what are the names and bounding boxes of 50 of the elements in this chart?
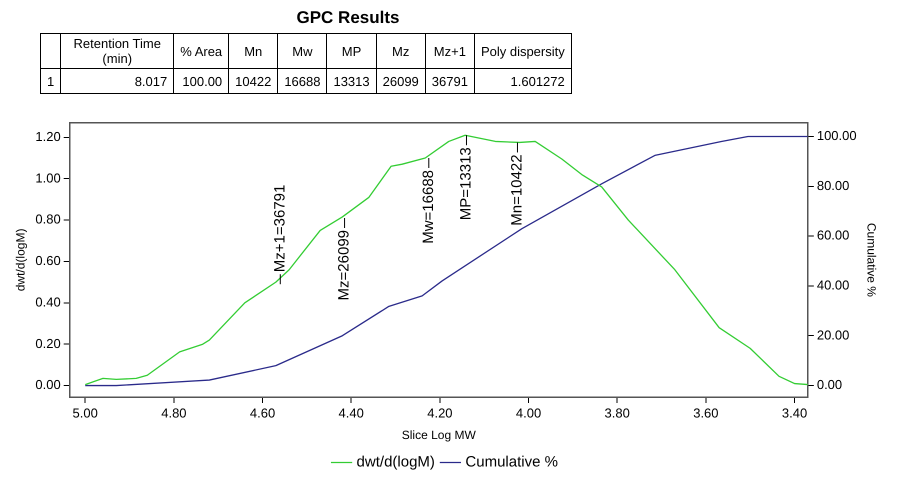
y-tick-label: 0.80 — [35, 212, 61, 227]
annotation: Mw=16688 — [420, 170, 437, 244]
x-tick-label: 4.40 — [338, 405, 364, 420]
text: 36791 — [425, 68, 474, 94]
y-tick-label: 0.00 — [35, 377, 61, 392]
text: Mz+1 — [425, 34, 474, 68]
y2-tick-label: 60.00 — [816, 228, 850, 243]
x-tick-label: 3.60 — [693, 405, 719, 420]
text: MP — [326, 34, 376, 68]
text: Poly dispersity — [474, 34, 572, 68]
x-tick-label: 3.40 — [782, 405, 808, 420]
legend-label: Cumulative % — [465, 454, 558, 471]
y2-tick-label: 20.00 — [816, 327, 850, 342]
chart-title: GPC Results — [296, 8, 400, 28]
y-tick-label: 1.20 — [35, 128, 61, 144]
y-tick-label: 0.40 — [35, 294, 61, 310]
legend-label: dwt/d(logM) — [356, 454, 435, 471]
y-axis-title: dwt/d(logM) — [14, 228, 28, 292]
y-tick-label: 1.00 — [35, 170, 61, 186]
text: 100.00 — [174, 68, 229, 94]
annotation: Mn=10422 — [508, 154, 526, 226]
text: 1.601272 — [474, 68, 572, 94]
text: % Area — [174, 34, 229, 68]
y2-axis-title: Cumulative % — [864, 222, 878, 298]
y2-tick-label: 40.00 — [816, 278, 850, 293]
x-tick-label: 3.80 — [604, 405, 630, 420]
annotation: Mz=26099 — [336, 230, 353, 300]
text: 8.017 — [60, 68, 174, 94]
x-tick-label: 4.20 — [427, 405, 453, 420]
text: 16688 — [278, 68, 327, 94]
x-axis-title: Slice Log MW — [402, 428, 476, 442]
y2-tick-label: 80.00 — [816, 178, 850, 193]
text: Mn — [228, 34, 278, 68]
annotation: Mz+1=36791 — [271, 184, 288, 272]
x-tick-label: 4.60 — [250, 405, 276, 420]
text: 26099 — [376, 68, 426, 94]
text: Retention Time (min) — [60, 34, 174, 68]
y2-tick-label: 100.00 — [816, 128, 857, 144]
text: 13313 — [326, 68, 376, 94]
text: Mz — [376, 34, 426, 68]
y-tick-label: 0.60 — [35, 253, 61, 268]
y-tick-label: 0.20 — [35, 336, 61, 351]
annotation: MP=13313 — [458, 147, 475, 220]
x-tick-label: 4.80 — [161, 405, 187, 420]
text: Mw — [278, 34, 327, 68]
text: 1 — [40, 68, 61, 94]
x-tick-label: 5.00 — [72, 405, 98, 420]
text: 10422 — [228, 68, 278, 94]
x-tick-label: 4.00 — [516, 405, 542, 420]
y2-tick-label: 0.00 — [816, 377, 842, 392]
